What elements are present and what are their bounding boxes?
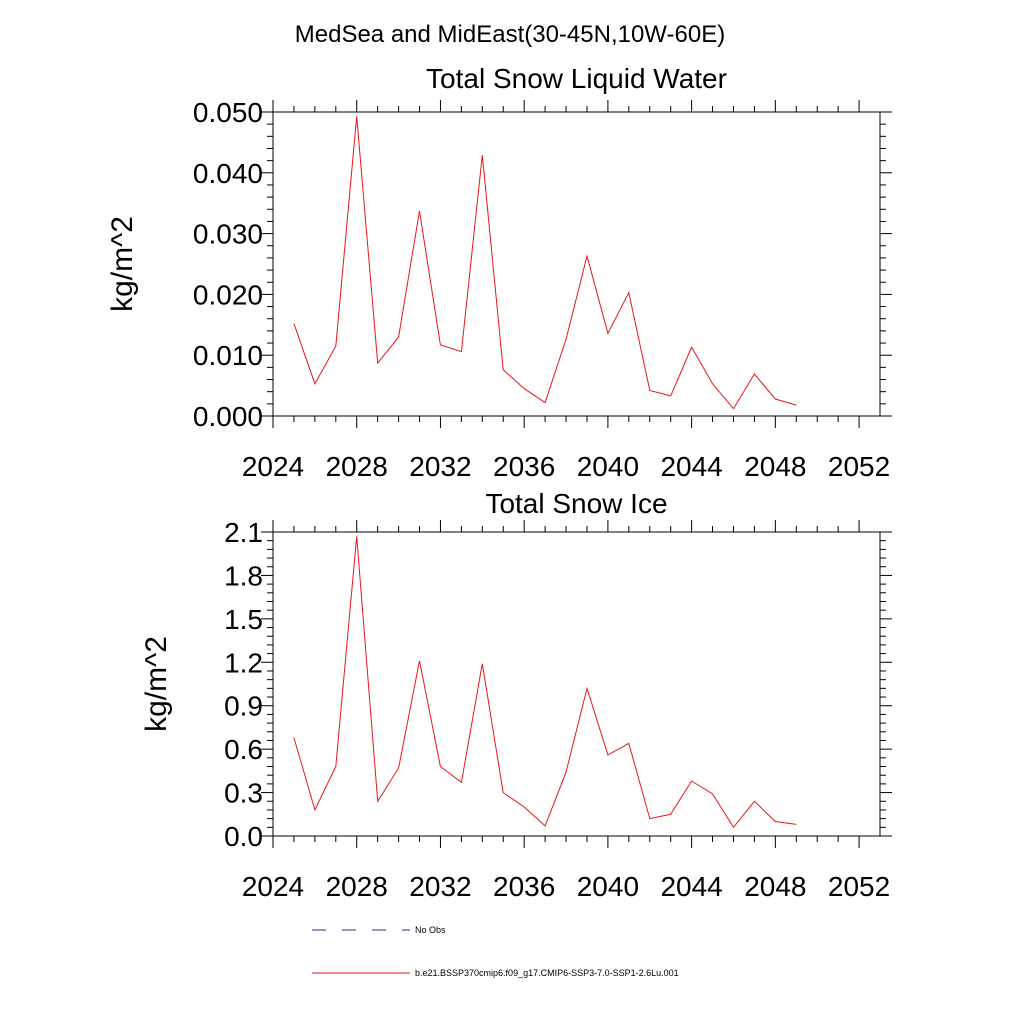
x-tick-label: 2048	[744, 451, 806, 482]
y-tick-label: 0.6	[224, 734, 263, 765]
series-line	[293, 536, 797, 829]
y-tick-label: 1.2	[224, 647, 263, 678]
legend-label-model: b.e21.BSSP370cmip6.f09_g17.CMIP6-SSP3-7.…	[415, 968, 679, 978]
figure-suptitle: MedSea and MidEast(30-45N,10W-60E)	[295, 21, 725, 48]
y-tick-label: 0.050	[193, 97, 263, 128]
x-tick-label: 2052	[828, 871, 890, 902]
legend: No Obs b.e21.BSSP370cmip6.f09_g17.CMIP6-…	[312, 925, 679, 978]
y-axis-label: kg/m^2	[106, 216, 139, 312]
series-line	[293, 116, 797, 410]
y-tick-label: 0.0	[224, 821, 263, 852]
x-tick-label: 2036	[493, 451, 555, 482]
x-tick-label: 2028	[326, 451, 388, 482]
x-tick-label: 2024	[242, 451, 304, 482]
x-tick-label: 2024	[242, 871, 304, 902]
x-tick-label: 2032	[409, 451, 471, 482]
panel-title: Total Snow Liquid Water	[426, 63, 727, 94]
panel-snow-ice: Total Snow Ice kg/m^2 2024 2028 2032 2036 2040…	[140, 488, 892, 902]
y-tick-label: 0.000	[193, 401, 263, 432]
y-tick-label: 0.010	[193, 340, 263, 371]
x-tick-label: 2044	[660, 871, 722, 902]
x-tick-label: 2052	[828, 451, 890, 482]
x-tick-label: 2036	[493, 871, 555, 902]
x-tick-label: 2040	[577, 871, 639, 902]
panel-snow-liquid-water: Total Snow Liquid Water kg/m^2 2024 2028 203…	[106, 63, 892, 482]
y-axis-label: kg/m^2	[140, 636, 173, 732]
legend-label-no-obs: No Obs	[415, 925, 446, 935]
plot-frame	[272, 531, 881, 837]
panel-title: Total Snow Ice	[485, 488, 667, 519]
x-tick-label: 2040	[577, 451, 639, 482]
x-tick-label: 2044	[660, 451, 722, 482]
y-tick-label: 2.1	[224, 517, 263, 548]
y-tick-label: 0.9	[224, 691, 263, 722]
plot-frame	[272, 111, 881, 417]
x-tick-label: 2048	[744, 871, 806, 902]
x-tick-label: 2028	[326, 871, 388, 902]
y-tick-label: 0.020	[193, 279, 263, 310]
y-tick-label: 1.8	[224, 560, 263, 591]
y-tick-label: 0.030	[193, 219, 263, 250]
y-tick-label: 1.5	[224, 604, 263, 635]
y-tick-label: 0.040	[193, 158, 263, 189]
x-tick-label: 2032	[409, 871, 471, 902]
y-tick-label: 0.3	[224, 778, 263, 809]
